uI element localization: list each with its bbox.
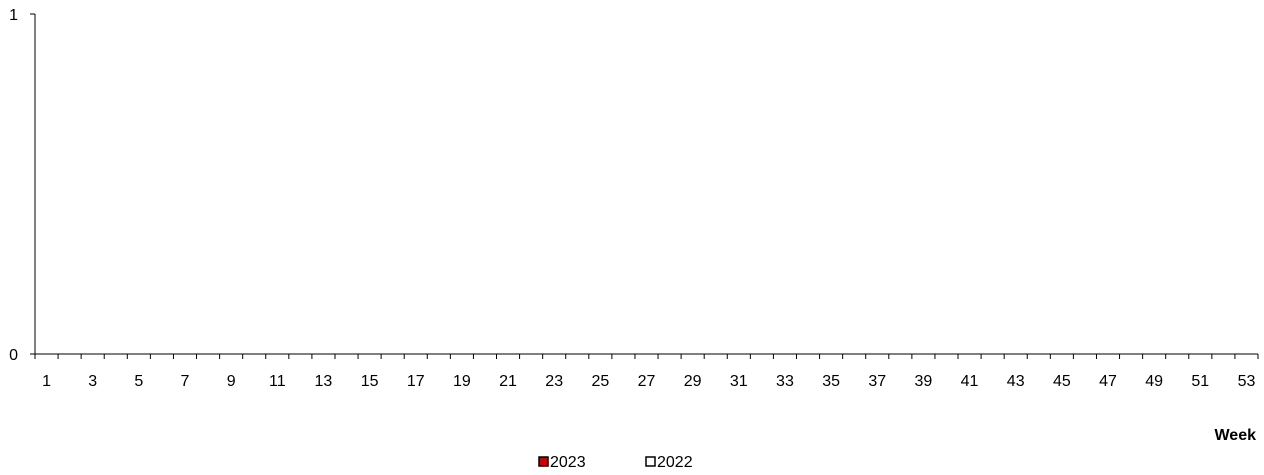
- legend-label-2023: 2023: [550, 454, 586, 471]
- x-tick-label: 25: [591, 373, 609, 390]
- x-tick-label: 39: [915, 373, 933, 390]
- x-tick-label: 3: [88, 373, 97, 390]
- x-tick-label: 15: [361, 373, 379, 390]
- x-tick-label: 19: [453, 373, 471, 390]
- x-tick-label: 13: [315, 373, 333, 390]
- x-tick-label: 9: [227, 373, 236, 390]
- x-tick-label: 27: [638, 373, 656, 390]
- x-tick-label: 33: [776, 373, 794, 390]
- legend-swatch-2022: [645, 456, 656, 467]
- x-tick-label: 21: [499, 373, 517, 390]
- x-tick-label: 47: [1099, 373, 1117, 390]
- legend-swatch-2023: [538, 456, 549, 467]
- x-tick-label: 7: [181, 373, 190, 390]
- x-tick-label: 53: [1238, 373, 1256, 390]
- x-tick-label: 5: [134, 373, 143, 390]
- legend-label-2022: 2022: [657, 454, 693, 471]
- x-tick-label: 29: [684, 373, 702, 390]
- y-tick-label: 0: [9, 347, 18, 364]
- x-tick-label: 35: [822, 373, 840, 390]
- x-tick-label: 41: [961, 373, 979, 390]
- x-tick-label: 17: [407, 373, 425, 390]
- x-tick-label: 23: [545, 373, 563, 390]
- x-tick-label: 51: [1191, 373, 1209, 390]
- x-axis: 1 3 5 7 9 11 13 15 17 19 21 23 25 27 29 31 33 35 37 39 41 43 4…: [34, 353, 1259, 390]
- legend: 2023 2022: [538, 454, 693, 471]
- x-tick-label: 1: [42, 373, 51, 390]
- x-tick-label: 11: [269, 373, 286, 390]
- x-tick-label: 49: [1145, 373, 1163, 390]
- x-tick-label: 43: [1007, 373, 1025, 390]
- x-tick-label: 45: [1053, 373, 1071, 390]
- y-axis: 01: [9, 7, 36, 364]
- y-tick-label: 1: [9, 7, 18, 24]
- x-tick-label: 37: [868, 373, 886, 390]
- x-axis-title: Week: [1214, 427, 1256, 444]
- x-tick-label: 31: [730, 373, 748, 390]
